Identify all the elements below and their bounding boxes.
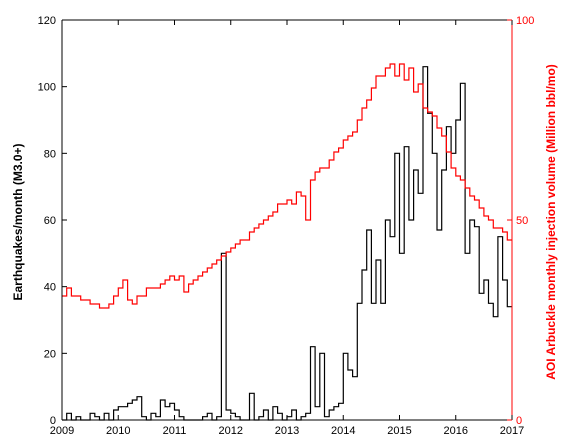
series-earthquakes (62, 66, 512, 421)
y-tick-label-left: 40 (44, 282, 56, 294)
x-tick-label: 2016 (444, 425, 468, 437)
injection-step-line (62, 63, 512, 309)
y-tick-label-left: 60 (44, 215, 56, 227)
y-tick-label-right: 0 (516, 415, 522, 427)
x-tick-label: 2017 (500, 425, 524, 437)
series-injection (62, 63, 512, 309)
x-tick-label: 2012 (219, 425, 243, 437)
series-layer (62, 63, 512, 421)
x-tick-label: 2011 (163, 425, 187, 437)
tick-labels: 2009 2010 2011 2012 2013 2014 2015 2016 20170204… (38, 15, 535, 437)
y-tick-label-left: 0 (50, 415, 56, 427)
x-tick-label: 2015 (387, 425, 411, 437)
y-tick-label-right: 100 (516, 15, 534, 27)
x-tick-label: 2009 (50, 425, 74, 437)
x-tick-label: 2010 (106, 425, 130, 437)
y-tick-label-left: 20 (44, 348, 56, 360)
y-tick-label-left: 80 (44, 148, 56, 160)
plot-background (62, 20, 512, 420)
y-tick-label-left: 120 (38, 15, 56, 27)
plot-area (62, 20, 512, 420)
y-axis-label-left: Earthquakes/month (M3.0+) (11, 143, 25, 300)
y-tick-label-right: 50 (516, 215, 528, 227)
earthquakes-step-line (62, 66, 512, 421)
x-tick-label: 2014 (331, 425, 355, 437)
y-tick-label-left: 100 (38, 82, 56, 94)
x-tick-label: 2013 (275, 425, 299, 437)
y-axis-label-right: AOI Arbuckle monthly injection volume (M… (544, 64, 558, 380)
